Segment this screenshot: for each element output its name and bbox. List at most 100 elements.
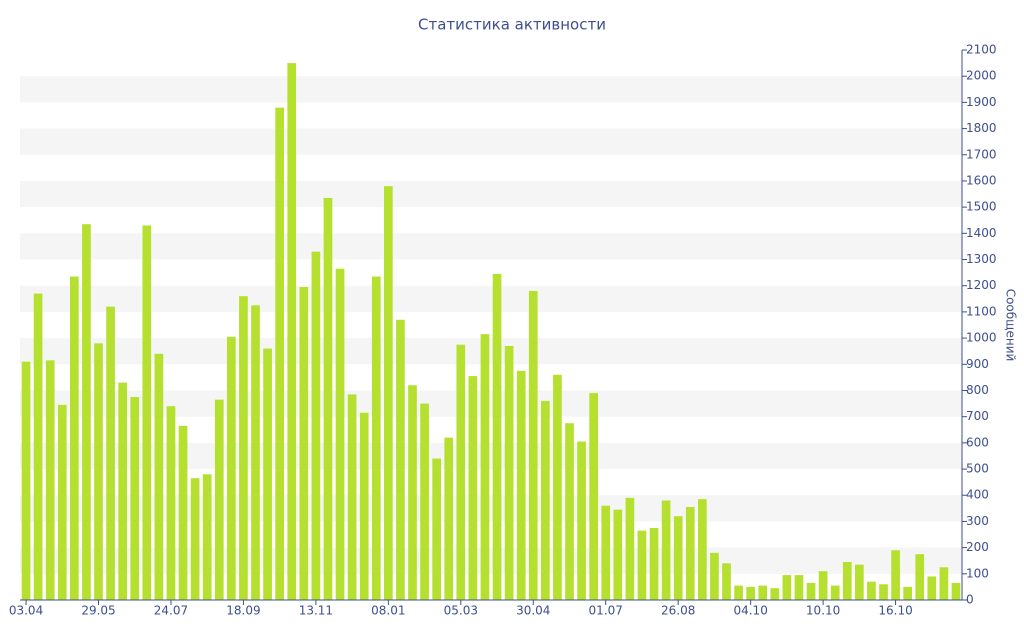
- bar: [178, 425, 188, 600]
- bar: [830, 585, 840, 600]
- bar: [879, 584, 888, 600]
- bar: [130, 397, 140, 600]
- bar: [299, 287, 309, 600]
- grid-band: [20, 547, 962, 574]
- y-tick-label: 900: [966, 357, 989, 371]
- bar: [347, 394, 357, 600]
- bar: [649, 527, 659, 600]
- y-tick-label: 2000: [966, 69, 997, 83]
- x-tick-label: 26.08: [661, 604, 695, 618]
- grid-band: [20, 180, 962, 208]
- bar: [710, 552, 719, 600]
- bar: [166, 406, 176, 600]
- bar: [21, 361, 31, 600]
- y-tick-label: 1800: [966, 121, 997, 135]
- bar: [867, 581, 876, 600]
- x-tick-label: 18.09: [226, 604, 260, 618]
- bar: [106, 306, 115, 600]
- x-tick-label: 30.04: [516, 604, 550, 618]
- y-tick-label: 1500: [966, 200, 997, 214]
- bar: [903, 586, 913, 600]
- y-tick-label: 2100: [966, 43, 997, 57]
- bar: [504, 345, 514, 600]
- bar: [939, 567, 949, 600]
- grid-band: [20, 233, 962, 260]
- grid-band: [20, 390, 962, 417]
- bar: [263, 348, 272, 600]
- bar: [842, 562, 852, 600]
- bar: [565, 423, 574, 600]
- bar: [697, 499, 707, 600]
- y-tick-label: 200: [966, 540, 989, 554]
- bar: [444, 437, 454, 600]
- y-tick-label: 1700: [966, 147, 997, 161]
- y-tick-label: 1000: [966, 331, 997, 345]
- bar: [480, 334, 490, 600]
- x-tick-label: 24.07: [154, 604, 188, 618]
- bar: [661, 500, 671, 600]
- y-tick-label: 300: [966, 514, 989, 528]
- bar: [927, 576, 937, 600]
- bar: [383, 186, 393, 600]
- bar: [432, 458, 442, 600]
- bar: [275, 107, 285, 600]
- bar: [589, 393, 599, 600]
- bar: [335, 268, 345, 600]
- bar: [396, 319, 405, 600]
- bar: [420, 403, 429, 600]
- bar: [251, 305, 260, 600]
- bar: [408, 385, 417, 600]
- bar: [891, 550, 900, 600]
- bar: [468, 376, 478, 600]
- bar: [553, 374, 562, 600]
- bar: [722, 563, 731, 600]
- x-tick-label: 13.11: [299, 604, 333, 618]
- bar: [69, 276, 79, 600]
- bar: [359, 412, 369, 600]
- chart-title: Статистика активности: [418, 16, 606, 34]
- grid-band: [20, 285, 962, 312]
- y-tick-label: 0: [966, 593, 974, 607]
- x-tick-label: 08.01: [371, 604, 405, 618]
- bar: [45, 360, 55, 600]
- bar: [673, 516, 683, 600]
- bar: [202, 474, 212, 600]
- bar: [371, 276, 381, 600]
- bar: [287, 63, 297, 601]
- bar: [492, 273, 502, 600]
- grid-band: [20, 338, 962, 365]
- x-tick-label: 05.03: [444, 604, 478, 618]
- y-tick-label: 100: [966, 566, 989, 580]
- x-tick-label: 10.10: [806, 604, 840, 618]
- bar: [818, 571, 828, 600]
- bar: [854, 564, 864, 600]
- y-tick-label: 1900: [966, 95, 997, 109]
- bar: [142, 225, 152, 600]
- bar: [770, 588, 780, 600]
- grid-band: [20, 128, 962, 155]
- bar: [915, 554, 925, 600]
- y-tick-label: 1300: [966, 252, 997, 266]
- x-tick-label: 29.05: [81, 604, 115, 618]
- bar: [528, 290, 538, 600]
- y-tick-label: 1600: [966, 173, 997, 187]
- y-tick-label: 1200: [966, 278, 997, 292]
- x-tick-label: 03.04: [9, 604, 43, 618]
- bar: [323, 197, 333, 600]
- y-tick-label: 600: [966, 435, 989, 449]
- bar: [154, 353, 164, 600]
- bar: [311, 251, 321, 600]
- bar: [239, 296, 248, 600]
- bar: [577, 441, 586, 600]
- bar: [190, 478, 200, 600]
- x-tick-label: 04.10: [733, 604, 767, 618]
- grid-band: [20, 76, 962, 103]
- bar: [516, 370, 526, 600]
- bar: [118, 382, 128, 600]
- bar: [456, 344, 466, 600]
- y-tick-label: 400: [966, 488, 989, 502]
- x-tick-label: 01.07: [589, 604, 623, 618]
- bar: [601, 505, 611, 600]
